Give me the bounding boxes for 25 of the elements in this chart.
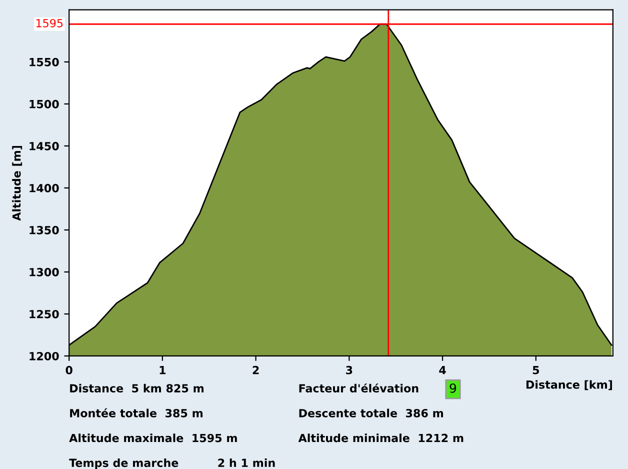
text: Altitude minimale 1212 m	[298, 434, 464, 442]
y-tick-label: 1300	[30, 268, 59, 276]
x-tick-label: 2	[252, 366, 259, 374]
text: Facteur d'élévation	[299, 383, 418, 392]
y-tick-label: 1250	[30, 310, 59, 318]
text: Montée totale 385 m	[70, 408, 203, 418]
y-tick-label: 1500	[30, 100, 59, 108]
y-axis-title: Altitude [m]	[12, 146, 22, 221]
x-tick-label: 1	[160, 366, 166, 374]
y-tick-label: 1550	[30, 58, 59, 66]
x-axis-title: Distance [km]	[526, 380, 612, 390]
text: Temps de marche 2 h 1 min	[69, 458, 275, 469]
y-tick-label: 1400	[30, 184, 59, 192]
text: 9	[450, 383, 456, 393]
y-tick-label: 1450	[30, 142, 59, 150]
y-tick-label: 1350	[30, 226, 59, 234]
x-tick-label: 0	[66, 366, 72, 374]
x-tick-label: 3	[346, 366, 352, 374]
text: Descente totale 386 m	[299, 408, 444, 418]
text: Altitude maximale 1595 m	[69, 434, 237, 442]
x-tick-label: 5	[532, 366, 539, 374]
y-tick-label: 1200	[30, 352, 59, 360]
ref-line-label: 1595	[36, 18, 63, 28]
x-tick-label: 4	[439, 366, 446, 374]
text: Distance 5 km 825 m	[70, 384, 204, 392]
